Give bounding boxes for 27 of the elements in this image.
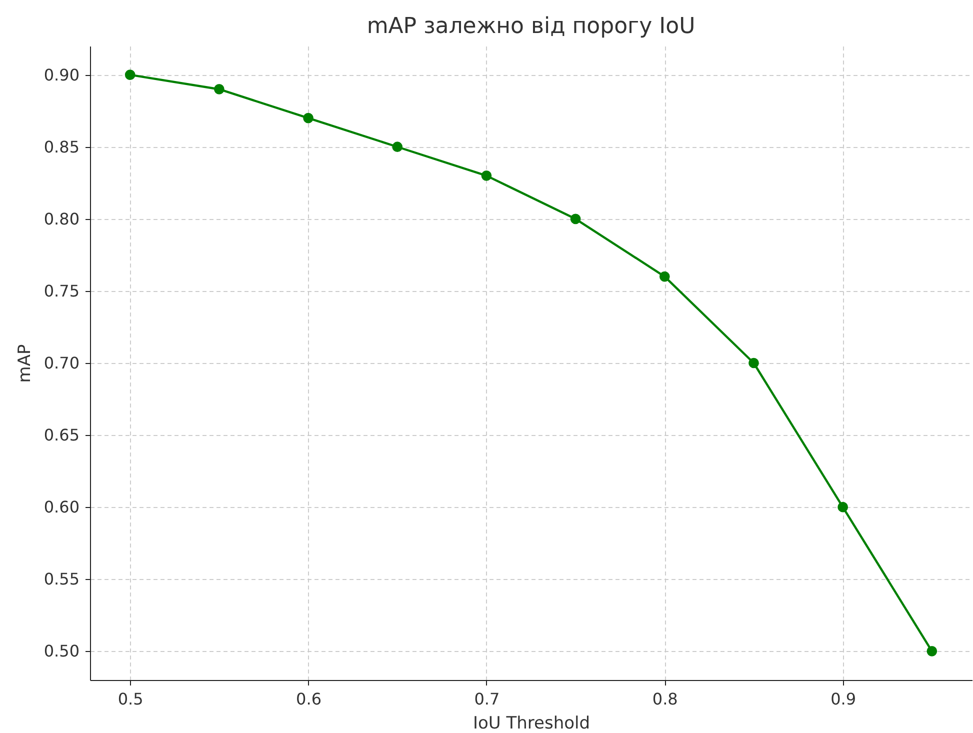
- y-tick-label: 0.70: [44, 354, 80, 372]
- y-tick-label: 0.90: [44, 65, 80, 84]
- x-tick-label: 0.8: [652, 690, 678, 708]
- point: [214, 84, 224, 94]
- point: [926, 646, 938, 656]
- point: [659, 271, 670, 282]
- y-tick-label: 0.50: [44, 642, 80, 661]
- x-axis-title: IoU Threshold: [472, 714, 590, 733]
- y-tick-label: 0.85: [44, 137, 80, 156]
- x-tick-label: 0.6: [296, 690, 322, 708]
- y-tick-label: 0.55: [44, 570, 80, 589]
- point: [303, 112, 314, 124]
- point: [570, 214, 581, 224]
- x-tick-label: 0.7: [474, 690, 500, 708]
- point: [748, 358, 759, 368]
- y-tick-label: 0.65: [44, 426, 80, 445]
- y-tick-label: 0.80: [44, 209, 80, 228]
- point: [838, 502, 848, 512]
- point: [392, 142, 403, 152]
- point: [124, 70, 136, 80]
- point: [481, 170, 492, 181]
- chart-title: mAP залежно від порогу IoU: [366, 14, 696, 39]
- y-tick-label: 0.75: [44, 281, 80, 300]
- x-tick-label: 0.5: [118, 690, 144, 708]
- y-tick-label: 0.60: [44, 498, 80, 517]
- x-tick-label: 0.9: [830, 690, 856, 708]
- y-axis-title: mAP: [14, 344, 35, 383]
